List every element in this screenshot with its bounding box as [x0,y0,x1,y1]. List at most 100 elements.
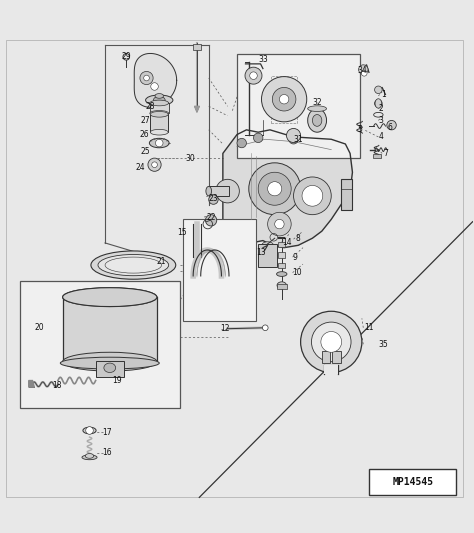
Circle shape [258,172,291,205]
Text: 27: 27 [140,116,150,125]
Text: 32: 32 [312,98,322,107]
Text: 7: 7 [383,149,388,158]
Text: 4: 4 [378,132,383,141]
Bar [332,351,341,363]
Ellipse shape [63,352,157,371]
Circle shape [268,182,282,196]
Text: 8: 8 [296,234,301,243]
Text: 34: 34 [357,67,367,76]
Text: 24: 24 [136,163,146,172]
Ellipse shape [277,272,287,277]
Circle shape [301,311,362,373]
Circle shape [209,195,218,204]
Bar [271,76,297,123]
Circle shape [263,325,268,330]
Ellipse shape [60,357,159,369]
Circle shape [289,134,298,144]
Text: 3: 3 [378,116,383,125]
Text: 16: 16 [103,448,112,457]
Circle shape [302,185,323,206]
Ellipse shape [155,94,164,98]
Ellipse shape [85,454,94,458]
Text: 14: 14 [282,238,292,247]
Circle shape [387,120,396,130]
Ellipse shape [91,251,176,279]
Bar [96,361,124,377]
Ellipse shape [277,282,286,289]
Text: 10: 10 [292,268,302,277]
Circle shape [86,427,93,434]
Ellipse shape [105,257,162,273]
Ellipse shape [82,455,97,459]
Circle shape [374,100,382,107]
Circle shape [268,212,291,236]
Circle shape [152,162,157,167]
Ellipse shape [154,96,165,104]
Bar [150,103,169,114]
Text: 31: 31 [293,135,303,144]
Ellipse shape [63,288,157,306]
Bar [20,281,181,408]
Text: 18: 18 [52,381,61,390]
Ellipse shape [312,115,322,126]
Text: 35: 35 [378,340,388,349]
Ellipse shape [146,95,173,106]
Bar [373,155,381,158]
Ellipse shape [149,139,169,148]
Circle shape [374,86,382,94]
Polygon shape [29,381,35,387]
Text: 21: 21 [157,257,166,266]
Circle shape [286,128,301,142]
Bar [63,297,157,363]
Bar [278,263,285,269]
Bar [277,284,287,289]
Ellipse shape [150,110,169,116]
Text: 6: 6 [388,123,392,132]
Polygon shape [223,130,353,248]
Circle shape [311,322,351,362]
Circle shape [140,71,153,85]
Bar [183,220,256,321]
Text: 15: 15 [177,228,187,237]
Ellipse shape [206,187,211,196]
Ellipse shape [262,242,273,249]
Text: 19: 19 [112,376,122,385]
Text: 5: 5 [357,125,362,134]
Circle shape [254,133,263,142]
Circle shape [155,139,163,147]
Ellipse shape [308,109,327,132]
Circle shape [273,87,296,111]
Ellipse shape [375,99,382,108]
Bar [150,114,168,132]
Bar [258,244,277,266]
Circle shape [358,65,368,74]
Text: 20: 20 [35,323,44,332]
Circle shape [321,332,342,352]
Text: 29: 29 [121,52,131,61]
Text: 2: 2 [378,104,383,113]
Text: 9: 9 [292,253,298,262]
Text: MP14545: MP14545 [392,477,433,487]
Text: 13: 13 [256,248,265,257]
Ellipse shape [104,363,116,373]
Circle shape [250,72,257,79]
Ellipse shape [63,288,157,306]
Polygon shape [195,106,199,112]
Text: 30: 30 [185,154,195,163]
Bar [237,54,359,158]
Text: 1: 1 [381,90,385,99]
Ellipse shape [150,130,168,135]
Bar [369,469,456,495]
Bar [278,252,285,258]
Bar [278,242,285,247]
Circle shape [249,163,301,215]
Ellipse shape [150,111,168,117]
Circle shape [275,220,284,229]
Bar [193,44,201,50]
Ellipse shape [150,100,169,106]
Text: 33: 33 [258,55,268,63]
Ellipse shape [98,254,169,276]
Ellipse shape [83,427,96,434]
Circle shape [216,179,239,203]
Ellipse shape [308,106,327,111]
